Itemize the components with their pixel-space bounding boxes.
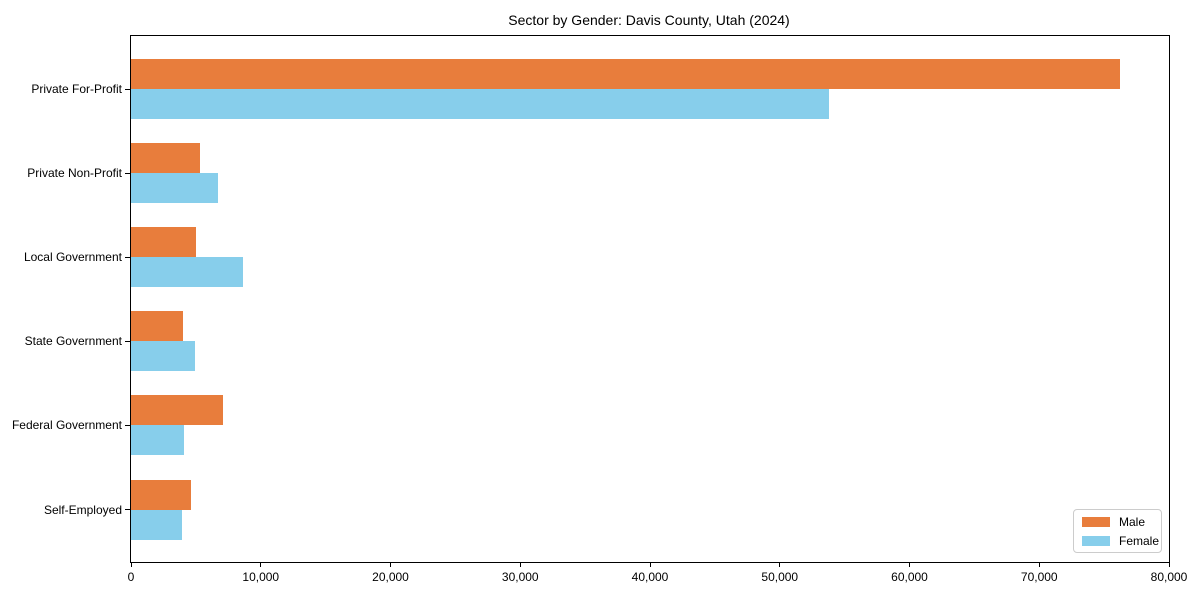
x-tick-mark: [1168, 563, 1170, 567]
chart-title: Sector by Gender: Davis County, Utah (20…: [508, 12, 790, 28]
x-tick-label-60000: 60,000: [891, 570, 928, 584]
x-tick-mark: [649, 563, 651, 567]
x-tick-label-70000: 70,000: [1020, 570, 1058, 584]
bar-male-private-for-profit: [131, 59, 1120, 89]
legend-label-female: Female: [1119, 533, 1160, 548]
x-tick-label-50000: 50,000: [761, 570, 799, 584]
bar-female-state-government: [131, 341, 195, 372]
y-tick-mark: [125, 172, 131, 174]
male-color-swatch: [1082, 516, 1110, 527]
bar-male-federal-government: [131, 395, 224, 426]
y-tick-mark: [125, 88, 131, 90]
y-tick-mark: [125, 340, 131, 342]
x-tick-mark: [130, 563, 132, 567]
x-tick-label-20000: 20,000: [372, 570, 409, 584]
bar-female-private-non-profit: [131, 173, 218, 204]
legend-label-male: Male: [1119, 514, 1146, 529]
y-tick-mark: [125, 424, 131, 426]
legend-item-female: Female: [1082, 535, 1159, 547]
x-tick-label-30000: 30,000: [501, 570, 539, 584]
legend-item-male: Male: [1082, 516, 1153, 528]
female-color-swatch: [1082, 535, 1110, 546]
x-tick-label-10000: 10,000: [242, 570, 280, 584]
y-tick-label-private-for-profit: Private For-Profit: [31, 82, 122, 96]
y-tick-mark: [125, 509, 131, 510]
y-tick-label-self-employed: Self-Employed: [43, 502, 122, 517]
bar-male-private-non-profit: [131, 143, 200, 174]
x-tick-mark: [779, 563, 781, 567]
bar-female-federal-government: [131, 425, 185, 456]
y-tick-label-federal-government: Federal Government: [11, 418, 122, 433]
x-tick-mark: [909, 563, 910, 567]
x-tick-label-80000: 80,000: [1150, 570, 1188, 584]
bar-male-self-employed: [131, 479, 191, 510]
x-tick-label-40000: 40,000: [631, 570, 669, 584]
x-tick-mark: [1038, 563, 1040, 567]
bar-male-local-government: [131, 227, 196, 258]
y-tick-label-state-government: State Government: [24, 334, 122, 349]
bar-male-state-government: [131, 311, 183, 342]
bar-female-local-government: [131, 257, 243, 288]
x-tick-label-0: 0: [127, 570, 135, 584]
y-tick-label-local-government: Local Government: [23, 250, 122, 265]
bar-female-self-employed: [131, 509, 182, 540]
y-tick-mark: [125, 256, 131, 258]
legend: Male Female: [1073, 509, 1162, 553]
y-tick-label-private-non-profit: Private Non-Profit: [27, 166, 122, 181]
x-tick-mark: [260, 563, 262, 567]
plot-area: Male Female Private For-Profit Private No…: [12, 35, 1187, 584]
bar-female-private-for-profit: [131, 89, 830, 119]
x-tick-mark: [519, 563, 521, 567]
x-tick-mark: [390, 563, 391, 567]
